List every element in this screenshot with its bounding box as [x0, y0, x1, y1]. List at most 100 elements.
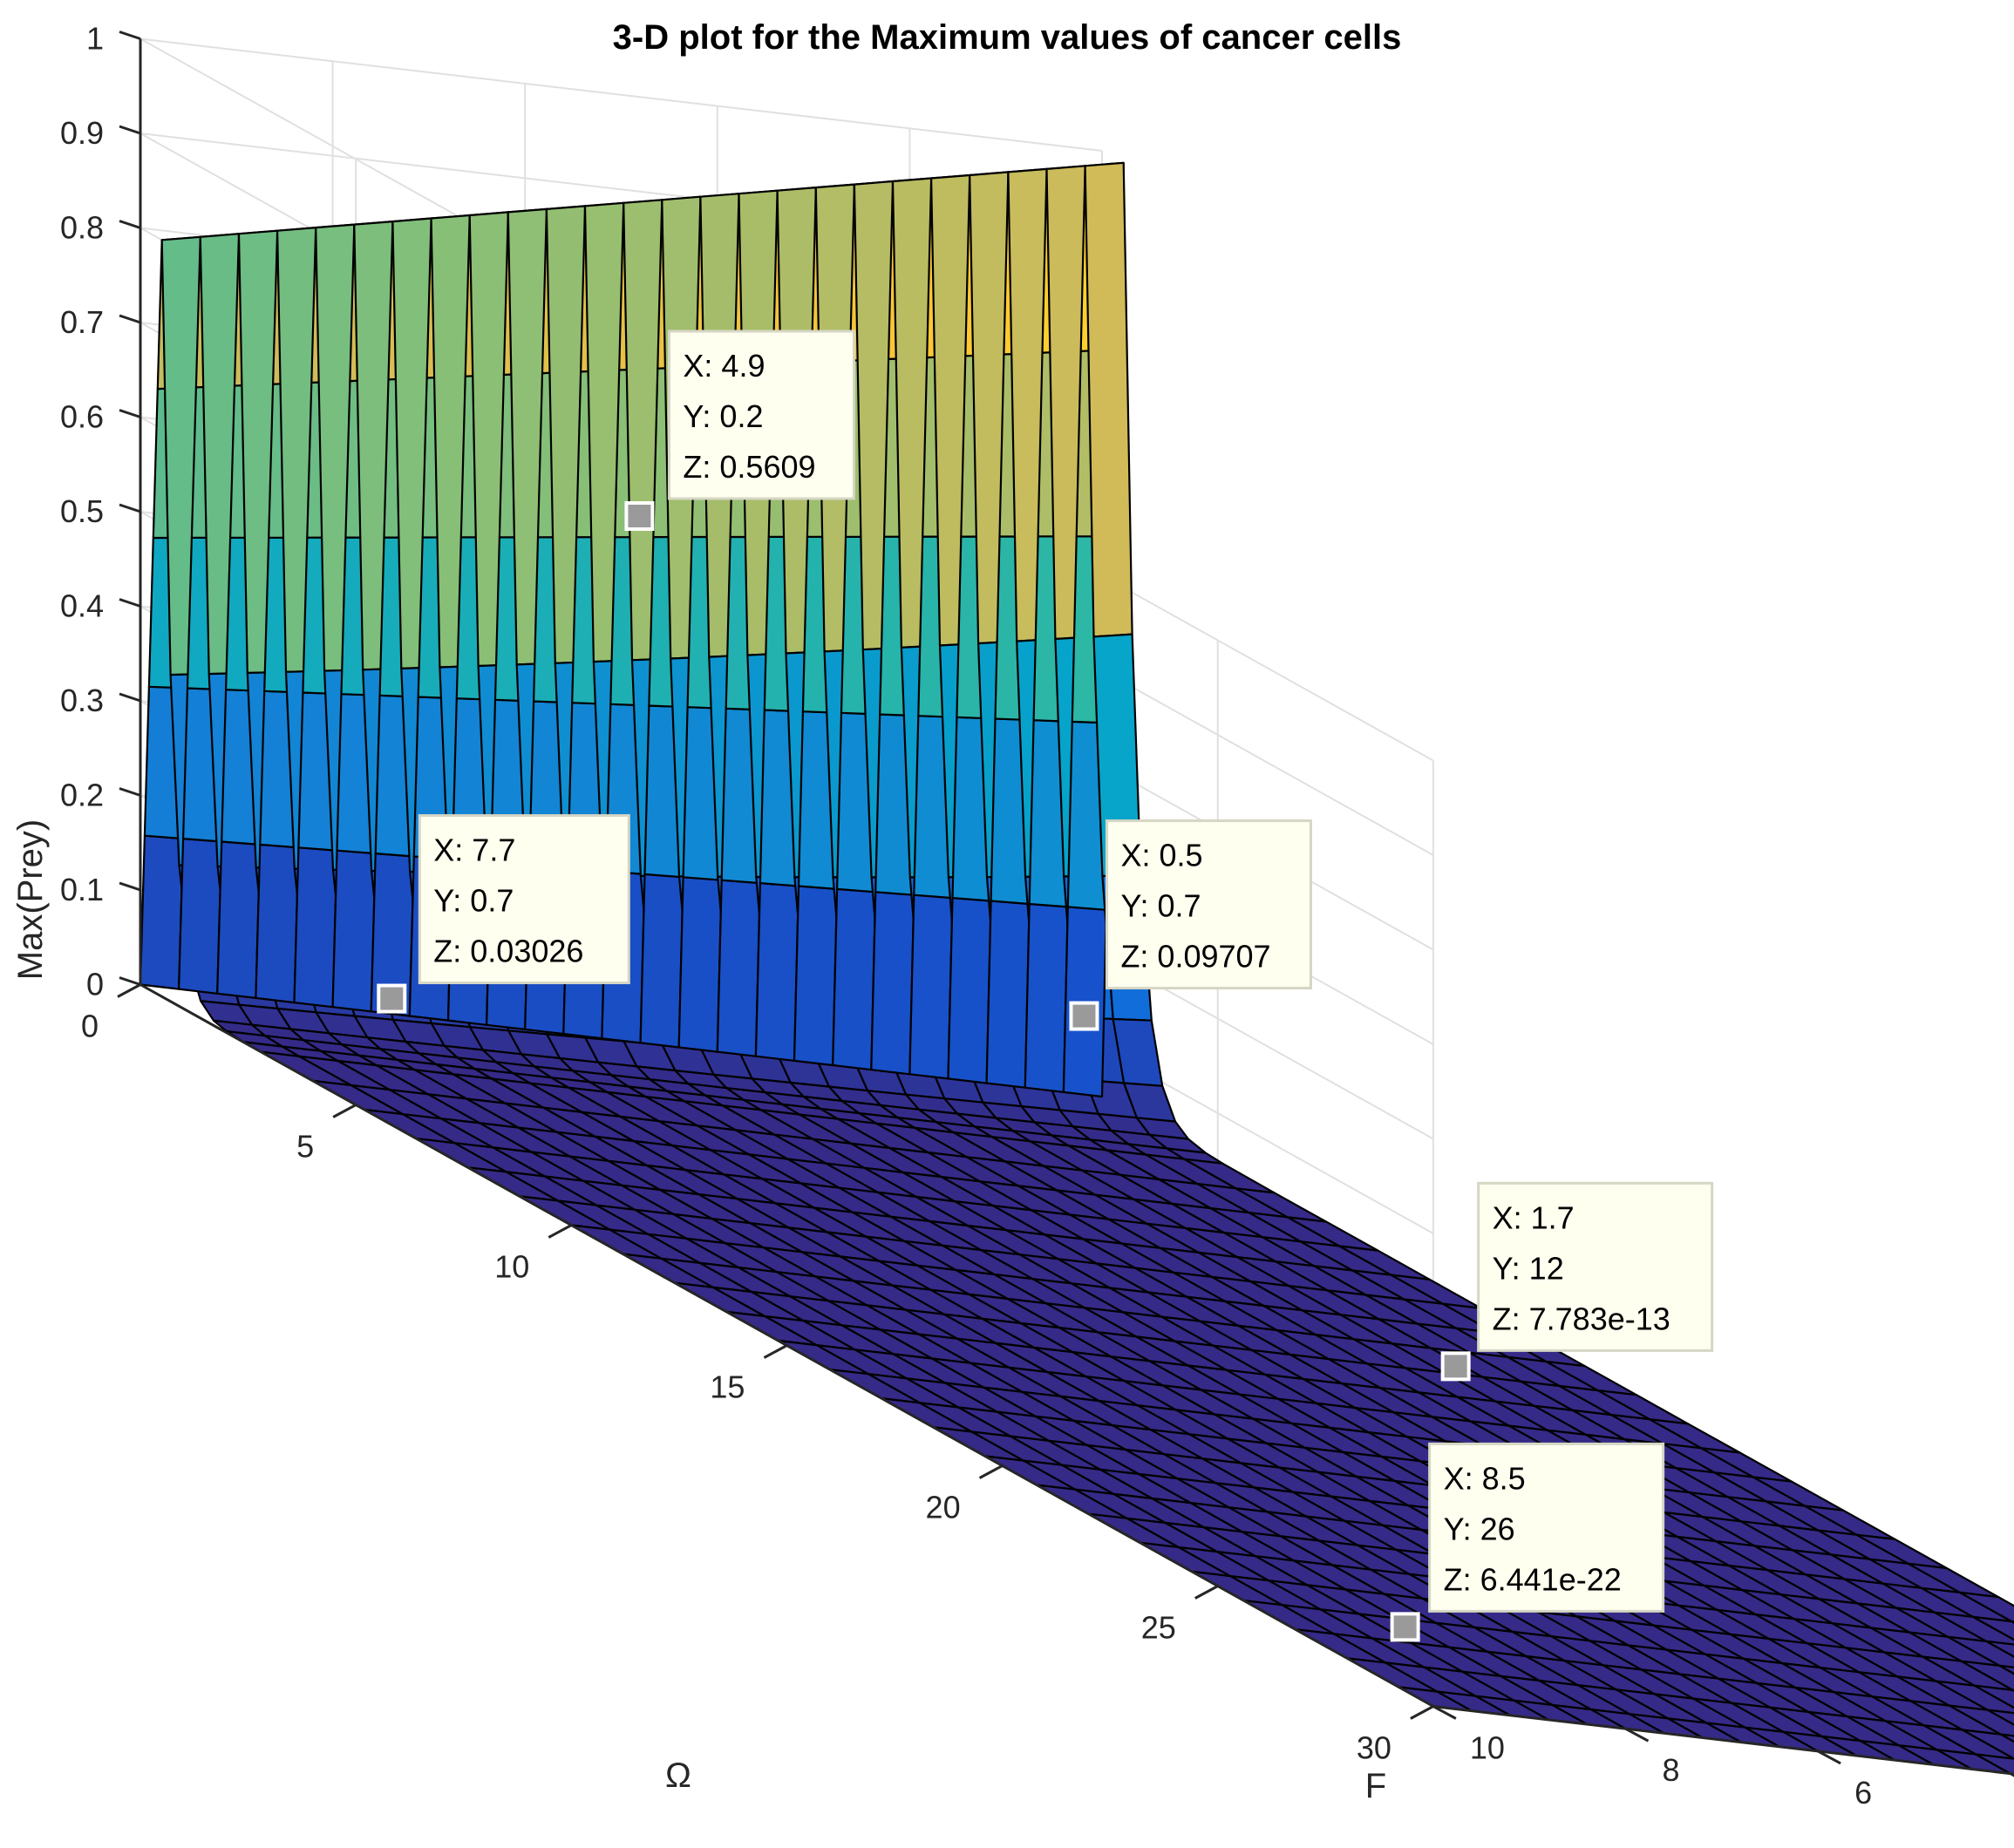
surface-patch	[985, 900, 1031, 1089]
data-tip-marker	[377, 983, 407, 1014]
surface-patch	[870, 891, 915, 1076]
f-tick-mark	[1432, 1705, 1457, 1720]
z-tick-mark	[119, 692, 141, 703]
z-tick-mark	[119, 125, 141, 135]
z-tick-label: 1	[86, 21, 104, 57]
data-tip-text: X: 8.5	[1444, 1460, 1526, 1496]
z-tick-label: 0.6	[60, 399, 104, 435]
z-tick-mark	[119, 881, 141, 892]
omega-tick-label: 25	[1141, 1610, 1176, 1646]
z-tick-mark	[119, 787, 141, 797]
data-tip-text: Y: 12	[1493, 1250, 1564, 1286]
z-tick-label: 0.8	[60, 210, 104, 246]
data-tip: X: 1.7 Y: 12 Z: 7.783e-13	[1440, 1181, 1714, 1382]
surface-patch	[832, 887, 877, 1071]
surface-patch	[1985, 1640, 2014, 1658]
data-tip-marker	[1069, 1001, 1099, 1031]
data-tip-text: Y: 0.7	[433, 883, 514, 919]
omega-tick-mark	[548, 1224, 573, 1239]
surface-patch	[255, 843, 300, 1004]
omega-axis-label: Ω	[665, 1756, 691, 1795]
omega-tick-mark	[978, 1464, 1004, 1479]
z-tick-label: 0.2	[60, 778, 104, 813]
data-tip: X: 7.7 Y: 0.7 Z: 0.03026	[377, 814, 630, 1014]
f-tick-mark	[2009, 1772, 2014, 1777]
data-tip-box	[1428, 1442, 1665, 1613]
surface-patch	[1972, 1615, 2014, 1641]
f-tick-label: 6	[1854, 1775, 1872, 1811]
z-tick-label: 0.1	[60, 872, 104, 907]
f-axis-label: F	[1365, 1767, 1386, 1805]
data-tip-box	[1477, 1181, 1714, 1352]
tip-layer: X: 4.9 Y: 0.2 Z: 0.5609 X: 0.5 Y: 0.7 Z: 0.09…	[377, 330, 1714, 1642]
surface-patch	[639, 873, 684, 1049]
gridline	[139, 37, 1103, 152]
z-tick-label: 0.4	[60, 588, 104, 624]
data-tip: X: 8.5 Y: 26 Z: 6.441e-22	[1390, 1442, 1665, 1642]
data-tip: X: 0.5 Y: 0.7 Z: 0.09707	[1069, 819, 1312, 1031]
data-tip-text: X: 7.7	[433, 832, 515, 868]
surface-patch	[1998, 1664, 2014, 1675]
z-tick-mark	[119, 598, 141, 608]
data-tip-text: Z: 6.441e-22	[1444, 1561, 1622, 1597]
surface-patch	[908, 893, 954, 1080]
surface-patch	[1024, 902, 1069, 1094]
surface-patch	[947, 896, 992, 1084]
f-tick-label: 8	[1663, 1752, 1680, 1788]
surface-patch	[677, 876, 723, 1053]
data-tip-text: X: 0.5	[1120, 838, 1202, 873]
z-axis-label: Max(Prey)	[11, 819, 50, 980]
surface-layer	[139, 161, 2014, 1776]
z-tick-label: 0.3	[60, 683, 104, 718]
surface-patch	[216, 840, 262, 1000]
data-tip-box	[1105, 819, 1312, 990]
omega-tick-label: 10	[494, 1249, 529, 1285]
omega-tick-mark	[1194, 1585, 1219, 1600]
data-tip: X: 4.9 Y: 0.2 Z: 0.5609	[624, 330, 855, 531]
data-tip-marker	[624, 500, 655, 531]
surface-patch	[793, 885, 839, 1067]
surface-patch	[1986, 1709, 2014, 1726]
surface-patch	[139, 834, 185, 990]
z-tick-mark	[119, 31, 141, 40]
surface-patch	[754, 881, 800, 1063]
z-tick-mark	[119, 409, 141, 418]
data-tip-text: Z: 0.09707	[1120, 939, 1270, 975]
omega-tick-label: 5	[296, 1129, 314, 1165]
surface-patch	[1973, 1684, 2014, 1709]
data-tip-marker	[1440, 1351, 1471, 1382]
f-tick-mark	[1624, 1727, 1650, 1743]
omega-tick-label: 15	[710, 1369, 745, 1405]
data-tip-text: Y: 0.2	[683, 398, 763, 434]
data-tip-text: Y: 26	[1444, 1511, 1515, 1546]
z-tick-label: 0.7	[60, 304, 104, 340]
surface-patch	[1961, 1729, 2014, 1760]
z-tick-mark	[119, 314, 141, 324]
surface-patch	[716, 879, 762, 1057]
data-tip-text: Z: 7.783e-13	[1493, 1301, 1670, 1336]
z-tick-label: 0.5	[60, 493, 104, 529]
z-tick-mark	[119, 220, 141, 229]
omega-tick-mark	[117, 983, 141, 998]
data-tip-text: X: 1.7	[1493, 1199, 1575, 1235]
f-tick-label: 10	[1470, 1730, 1505, 1766]
data-tip-box	[667, 330, 855, 500]
omega-tick-label: 0	[81, 1009, 99, 1044]
chart-title: 3-D plot for the Maximum values of cance…	[613, 18, 1402, 57]
z-tick-mark	[119, 503, 141, 513]
data-tip-marker	[1390, 1612, 1420, 1642]
f-tick-mark	[1817, 1749, 1841, 1765]
surface-patch	[178, 837, 223, 995]
surface-patch	[2011, 1620, 2014, 1624]
omega-tick-label: 30	[1357, 1730, 1391, 1766]
axis-layer: 00.10.20.30.40.50.60.70.80.9105101520253…	[60, 21, 2014, 1811]
surface-patch	[1084, 161, 1133, 638]
surface-patch	[331, 849, 377, 1013]
data-tip-box	[418, 814, 630, 985]
omega-tick-mark	[332, 1104, 357, 1118]
z-tick-label: 0	[86, 967, 104, 1002]
data-tip-text: X: 4.9	[683, 348, 765, 384]
z-tick-label: 0.9	[60, 115, 104, 151]
omega-tick-mark	[763, 1344, 788, 1359]
